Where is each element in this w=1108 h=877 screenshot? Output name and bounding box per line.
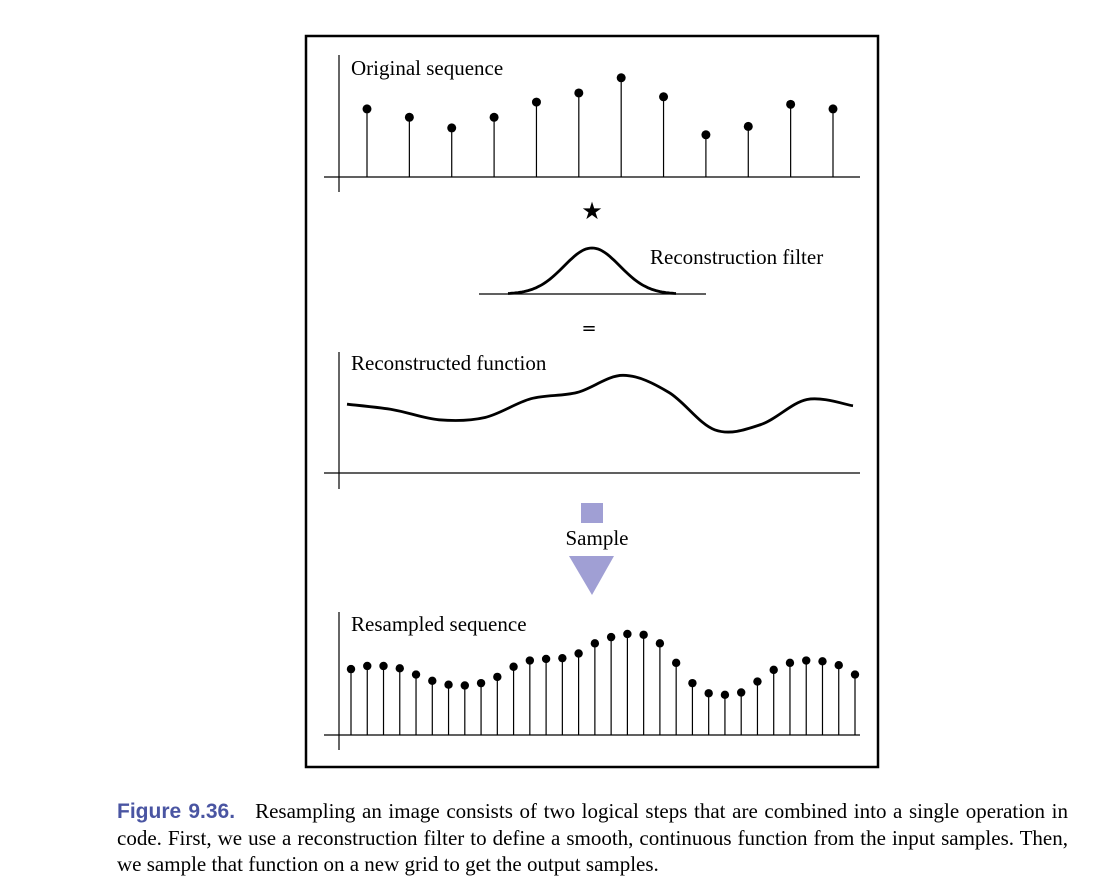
resampled-sequence-label: Resampled sequence xyxy=(351,612,527,636)
original-sample-point xyxy=(362,104,372,114)
original-sample-point xyxy=(447,123,457,133)
resampled-sample-point xyxy=(671,658,681,668)
resampled-sample-point xyxy=(753,677,762,686)
resampled-sample-point xyxy=(379,661,388,671)
original-sequence-panel: Original sequence xyxy=(324,55,860,192)
caption-text: Resampling an image consists of two logi… xyxy=(117,799,1069,876)
resampled-sample-point xyxy=(590,639,600,648)
reconstruction-filter-label: Reconstruction filter xyxy=(650,245,823,269)
resampled-sample-point xyxy=(720,690,730,700)
resampled-sample-point xyxy=(460,681,470,690)
resampled-sequence-panel: Resampled sequence xyxy=(324,612,860,750)
sample-arrow-shaft xyxy=(581,503,603,523)
reconstructed-curve xyxy=(346,373,854,434)
reconstruction-filter-panel: Reconstruction filter xyxy=(479,245,823,295)
filter-curve xyxy=(507,246,677,295)
resampled-sample-point xyxy=(476,678,486,688)
resampled-sample-point xyxy=(606,632,616,642)
sample-label: Sample xyxy=(566,526,629,550)
figure-number: Figure 9.36. xyxy=(117,800,236,823)
resampled-sample-point xyxy=(558,653,567,663)
resampled-sample-point xyxy=(802,656,811,665)
figure-frame xyxy=(304,34,880,769)
resampled-stems xyxy=(346,629,860,735)
original-sample-point xyxy=(786,99,796,109)
resampled-sample-point xyxy=(428,676,437,685)
resampled-sample-point xyxy=(769,665,778,675)
original-sample-point xyxy=(659,92,669,102)
resampled-sample-point xyxy=(834,661,843,670)
original-sample-point xyxy=(616,73,626,83)
resampled-sample-point xyxy=(623,629,632,639)
resampled-sample-point xyxy=(346,664,356,674)
resampled-sample-point xyxy=(704,689,713,698)
original-sample-point xyxy=(828,104,838,114)
convolution-star: ★ xyxy=(581,197,603,225)
resampled-sample-point xyxy=(493,672,502,682)
resampled-sample-point xyxy=(395,664,404,673)
resampled-sample-point xyxy=(639,630,648,639)
original-sample-point xyxy=(531,97,541,107)
original-sample-point xyxy=(489,112,499,122)
resampled-sample-point xyxy=(736,688,746,697)
original-sample-point xyxy=(574,88,584,98)
resampled-sample-point xyxy=(785,658,795,668)
resampled-sample-point xyxy=(655,639,665,648)
resampled-sample-point xyxy=(509,662,518,671)
equals-sign: = xyxy=(581,318,596,339)
original-sample-point xyxy=(743,121,753,131)
sample-arrow-head xyxy=(569,556,614,595)
resampled-sample-point xyxy=(363,661,372,671)
resampling-figure: Original sequence ★ Reconstruction filte… xyxy=(304,34,880,769)
resampled-sample-point xyxy=(574,649,583,658)
sample-arrow: Sample xyxy=(566,503,629,595)
original-sample-point xyxy=(701,130,711,140)
resampled-sample-point xyxy=(688,678,697,688)
original-sample-point xyxy=(404,112,414,122)
reconstructed-function-label: Reconstructed function xyxy=(351,351,547,375)
resampled-sample-point xyxy=(541,654,551,664)
resampled-sample-point xyxy=(525,656,535,665)
resampled-sample-point xyxy=(444,680,453,689)
resampled-sample-point xyxy=(818,657,827,666)
original-stems xyxy=(362,73,838,177)
figure-caption: Figure 9.36. Resampling an image consists… xyxy=(117,798,1068,877)
resampled-sample-point xyxy=(850,670,860,679)
original-sequence-label: Original sequence xyxy=(351,56,503,80)
reconstructed-function-panel: Reconstructed function xyxy=(324,351,860,489)
resampled-sample-point xyxy=(411,670,421,679)
